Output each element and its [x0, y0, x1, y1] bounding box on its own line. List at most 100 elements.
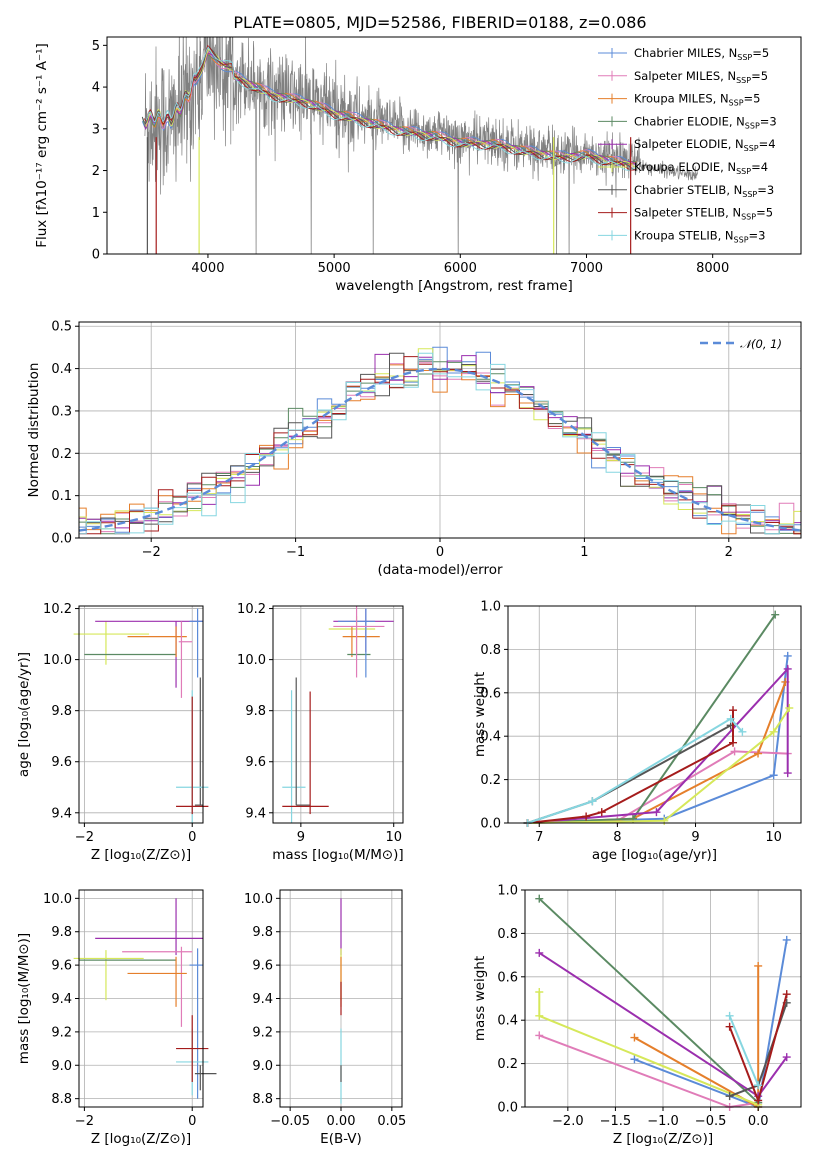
- histogram-kroupa_stelib: [79, 352, 801, 535]
- errorbar-salpeter_miles: [122, 946, 193, 1027]
- histogram-salpeter_miles: [79, 362, 801, 535]
- legend-subscript: SSP: [744, 144, 759, 153]
- y-tick-label: 9.6: [252, 959, 273, 974]
- y-tick-label: 0.0: [480, 817, 501, 832]
- y-tick-label: 9.4: [245, 806, 266, 821]
- y-axis-label: mass weight: [472, 672, 488, 757]
- y-axis-label: Normed distribution: [26, 363, 42, 498]
- y-tick-label: 9.0: [252, 1059, 273, 1074]
- x-axis-label: E(B-V): [320, 1131, 362, 1147]
- y-tick-label: 9.4: [51, 806, 72, 821]
- mass-weight-point-salpeter_stelib: [754, 1096, 763, 1105]
- y-tick-label: 0.2: [497, 1057, 518, 1072]
- legend-subscript: SSP: [741, 213, 756, 222]
- x-tick-label: 0: [188, 1114, 196, 1129]
- errorbar-kroupa_elodie: [73, 621, 150, 665]
- y-tick-label: 2: [92, 164, 100, 179]
- legend-subscript: SSP: [736, 167, 751, 176]
- plot-area: [73, 898, 217, 1099]
- x-tick-label: 7: [535, 830, 543, 845]
- legend-text: Salpeter MILES, N: [634, 69, 736, 83]
- legend-subscript: SSP: [737, 53, 752, 62]
- legend-label-salpeter_miles: Salpeter MILES, NSSP=5: [634, 69, 768, 85]
- legend-text: Salpeter STELIB, N: [634, 206, 741, 220]
- y-tick-label: 10.0: [237, 653, 266, 668]
- x-tick-label: 6000: [444, 261, 477, 276]
- mass-weight-point-kroupa_stelib: [754, 1081, 763, 1090]
- plot-mass_vs_Z: −2 0 8.8 9.0 9.2 9.4 9.6 9.8 10.0 Z [log₁₀(Z/Z⊙)]…: [16, 889, 217, 1147]
- plot-residuals: −2 −1 0 1 2 0.0 0.1 0.2 0.3 0.4 0.5 (data-model)/er…: [26, 320, 802, 578]
- legend-label-kroupa_miles: Kroupa MILES, NSSP=5: [634, 92, 760, 108]
- x-axis-label: age [log₁₀(age/yr)]: [592, 847, 717, 863]
- mass-weight-line-kroupa_stelib: [527, 717, 744, 824]
- axes-frame: [78, 889, 204, 1108]
- y-axis-label: mass weight: [472, 956, 488, 1041]
- errorbar-chabrier_stelib: [194, 1065, 217, 1091]
- y-tick-label: 4: [92, 81, 100, 96]
- mass-weight-point-kroupa_stelib: [725, 1011, 734, 1020]
- x-tick-label: 0: [436, 545, 444, 560]
- mass-weight-point-salpeter_elodie: [783, 769, 792, 778]
- mass-weight-point-salpeter_stelib: [729, 738, 738, 747]
- histogram-chabrier_miles: [79, 346, 801, 533]
- x-axis-label: Z [log₁₀(Z/Z⊙)]: [91, 1131, 191, 1147]
- mass-weight-point-chabrier_elodie: [535, 894, 544, 903]
- histogram-kroupa_miles: [79, 364, 801, 535]
- x-tick-label: −2: [75, 1114, 94, 1129]
- x-tick-label: −1.0: [647, 1114, 679, 1129]
- mass-weight-line-chabrier_stelib: [527, 724, 732, 824]
- mass-weight-point-salpeter_elodie: [782, 1053, 791, 1062]
- plot-mass_vs_ebv: −0.05 0.00 0.05 8.8 9.0 9.2 9.4 9.6 9.8 10.0 E(B-V…: [244, 889, 406, 1147]
- errorbar-kroupa_stelib: [282, 690, 306, 823]
- y-tick-label: 10.2: [43, 602, 72, 617]
- errorbar-kroupa_miles: [342, 626, 380, 658]
- mass-weight-point-salpeter_elodie: [652, 808, 661, 817]
- y-tick-label: 9.2: [51, 1025, 72, 1040]
- axes-frame: [524, 889, 802, 1108]
- y-tick-label: 0.2: [51, 447, 72, 462]
- figure-title: PLATE=0805, MJD=52586, FIBERID=0188, z=0…: [233, 13, 646, 32]
- errorbar-salpeter_stelib: [282, 691, 329, 815]
- y-tick-label: 9.6: [51, 755, 72, 770]
- mass-weight-point-kroupa_elodie: [769, 727, 778, 736]
- plot-area: [79, 346, 801, 535]
- y-tick-label: 9.8: [252, 925, 273, 940]
- y-tick-label: 8.8: [252, 1092, 273, 1107]
- mass-weight-point-salpeter_stelib: [597, 808, 606, 817]
- mass-weight-point-chabrier_miles: [769, 771, 778, 780]
- normal-curve: [79, 367, 801, 532]
- plot-massweight_vs_Z: −2.0 −1.5 −1.0 −0.5 0.0 0.0 0.2 0.4 0.6 0.8 1.0 Z […: [472, 884, 802, 1147]
- y-tick-label: 9.6: [51, 959, 72, 974]
- legend-text-end: =4: [759, 137, 776, 151]
- y-tick-label: 9.2: [252, 1025, 273, 1040]
- observed-spectrum: [144, 37, 641, 254]
- axes-frame: [78, 605, 204, 824]
- y-tick-label: 0.4: [497, 1014, 518, 1029]
- errorbar-kroupa_elodie: [73, 950, 144, 1001]
- y-tick-label: 0.5: [51, 320, 72, 335]
- y-axis-label: mass [log₁₀(M/M⊙)]: [16, 933, 32, 1064]
- y-tick-label: 9.8: [245, 704, 266, 719]
- histogram-salpeter_elodie: [79, 353, 801, 531]
- histogram-salpeter_stelib: [79, 356, 801, 535]
- y-tick-label: 10.0: [43, 892, 72, 907]
- errorbar-chabrier_stelib: [295, 677, 311, 806]
- x-axis-label: mass [log₁₀(M/M⊙)]: [272, 847, 403, 863]
- x-tick-label: 8: [613, 830, 621, 845]
- legend-text: Chabrier STELIB, N: [634, 183, 742, 197]
- y-tick-label: 0.4: [51, 362, 72, 377]
- x-tick-label: 10: [385, 830, 402, 845]
- y-tick-label: 9.0: [51, 1059, 72, 1074]
- mass-weight-point-chabrier_stelib: [725, 1092, 734, 1101]
- x-tick-label: −1: [286, 545, 305, 560]
- mass-weight-point-chabrier_miles: [783, 651, 792, 660]
- y-tick-label: 10.2: [237, 602, 266, 617]
- mass-weight-point-kroupa_elodie: [535, 1011, 544, 1020]
- mass-weight-line-salpeter_elodie: [527, 666, 789, 824]
- mass-weight-point-chabrier_miles: [630, 1055, 639, 1064]
- x-axis-label: Z [log₁₀(Z/Z⊙)]: [613, 1131, 713, 1147]
- model-spectrum-kroupa_stelib: [145, 46, 637, 171]
- mass-weight-point-kroupa_miles: [630, 1033, 639, 1042]
- mass-weight-point-salpeter_stelib: [782, 990, 791, 999]
